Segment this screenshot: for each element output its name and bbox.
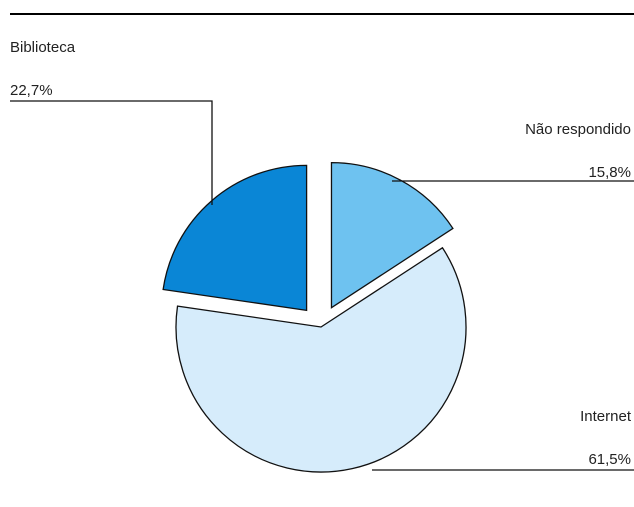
slice-value-internet: 61,5% bbox=[588, 451, 631, 468]
slice-value-nao-respondido: 15,8% bbox=[588, 164, 631, 181]
pie-slice-internet bbox=[175, 246, 467, 473]
pie-slice-nao-respondido bbox=[330, 162, 454, 309]
slice-label-nao-respondido: Não respondido bbox=[525, 121, 631, 138]
leader-line-biblioteca bbox=[10, 100, 213, 205]
leader-lines bbox=[10, 100, 634, 471]
slice-label-biblioteca: Biblioteca bbox=[10, 39, 76, 56]
pie-slice-biblioteca bbox=[162, 164, 308, 312]
slice-label-internet: Internet bbox=[580, 408, 632, 425]
slice-value-biblioteca: 22,7% bbox=[10, 82, 53, 99]
pie-slices bbox=[162, 162, 467, 473]
